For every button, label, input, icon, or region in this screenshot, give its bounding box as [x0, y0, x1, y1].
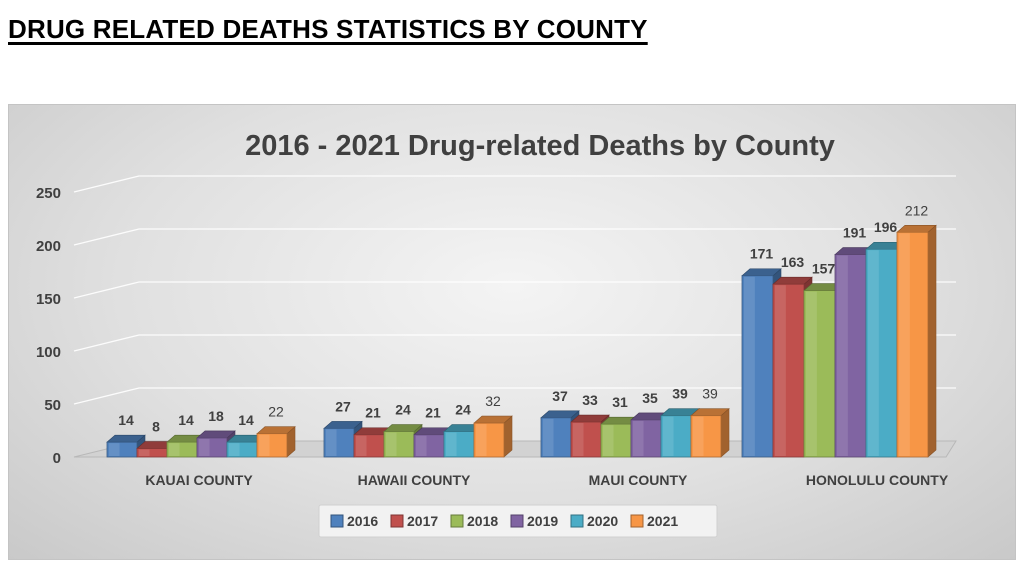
legend-label: 2018: [467, 513, 498, 529]
legend-item: 2019: [510, 513, 558, 529]
data-label: 14: [178, 412, 194, 428]
gridline: [73, 228, 956, 246]
data-label: 212: [905, 202, 929, 218]
data-label: 33: [582, 392, 598, 408]
y-axis: 0 50 100 150 200 250: [36, 185, 61, 467]
bar: [660, 407, 700, 458]
y-tick-label: 200: [36, 238, 61, 255]
legend-swatch: [510, 514, 524, 528]
chart: 2016 - 2021 Drug-related Deaths by Count…: [36, 130, 957, 538]
legend-label: 2016: [347, 513, 378, 529]
x-tick-label: MAUI COUNTY: [589, 472, 688, 488]
y-tick-label: 150: [36, 291, 61, 308]
bar: [106, 434, 146, 458]
legend-label: 2021: [647, 513, 678, 529]
data-label: 37: [552, 388, 568, 404]
data-label: 21: [425, 405, 441, 421]
data-label: 22: [268, 404, 284, 420]
bar: [896, 224, 937, 458]
data-label: 163: [781, 254, 805, 270]
x-tick-label: KAUAI COUNTY: [145, 472, 253, 488]
gridline: [73, 334, 956, 352]
data-label: 32: [485, 393, 501, 409]
data-label: 191: [843, 225, 867, 241]
data-label: 14: [238, 412, 254, 428]
data-label: 24: [455, 402, 471, 418]
data-label: 157: [812, 261, 836, 277]
data-label: 35: [642, 390, 658, 406]
bar: [473, 415, 513, 458]
bar: [256, 426, 296, 458]
bar: [690, 407, 730, 458]
data-label: 24: [395, 402, 411, 418]
data-label: 14: [118, 412, 134, 428]
legend-swatch: [570, 514, 584, 528]
data-label: 39: [702, 386, 718, 402]
data-labels: 14 8 14 18 14 22 27 21 24 21 24 32 37 33 31 35 39 39 171 16…: [118, 202, 928, 434]
legend: 2016 2017 2018 2019 2020 2021: [318, 504, 718, 538]
data-label: 8: [152, 419, 160, 435]
legend-swatch: [330, 514, 344, 528]
y-tick-label: 0: [53, 450, 61, 467]
chart-title: 2016 - 2021 Drug-related Deaths by Count…: [245, 130, 835, 162]
x-tick-label: HAWAII COUNTY: [358, 472, 471, 488]
legend-label: 2019: [527, 513, 558, 529]
y-tick-label: 100: [36, 344, 61, 361]
legend-item: 2018: [450, 513, 498, 529]
legend-swatch: [630, 514, 644, 528]
x-tick-label: HONOLULU COUNTY: [806, 472, 949, 488]
data-label: 31: [612, 394, 628, 410]
legend-label: 2020: [587, 513, 618, 529]
y-tick-label: 250: [36, 185, 61, 202]
data-label: 21: [365, 405, 381, 421]
data-label: 196: [874, 219, 898, 235]
bar: [600, 416, 640, 458]
gridline: [73, 387, 956, 405]
page-title: DRUG RELATED DEATHS STATISTICS BY COUNTY: [8, 14, 648, 44]
gridline: [73, 281, 956, 299]
data-label: 27: [335, 398, 351, 414]
chart-panel: 2016 - 2021 Drug-related Deaths by Count…: [8, 104, 1016, 560]
gridline: [73, 175, 956, 193]
bars: [106, 224, 937, 458]
legend-swatch: [390, 514, 404, 528]
legend-item: 2017: [390, 513, 438, 529]
data-label: 171: [750, 246, 774, 262]
data-label: 39: [672, 386, 688, 402]
legend-item: 2020: [570, 513, 618, 529]
data-label: 18: [208, 408, 224, 424]
legend-item: 2021: [630, 513, 678, 529]
y-tick-label: 50: [44, 397, 61, 414]
legend-item: 2016: [330, 513, 378, 529]
legend-label: 2017: [407, 513, 438, 529]
legend-swatch: [450, 514, 464, 528]
x-axis: KAUAI COUNTY HAWAII COUNTY MAUI COUNTY HONO…: [145, 472, 948, 488]
